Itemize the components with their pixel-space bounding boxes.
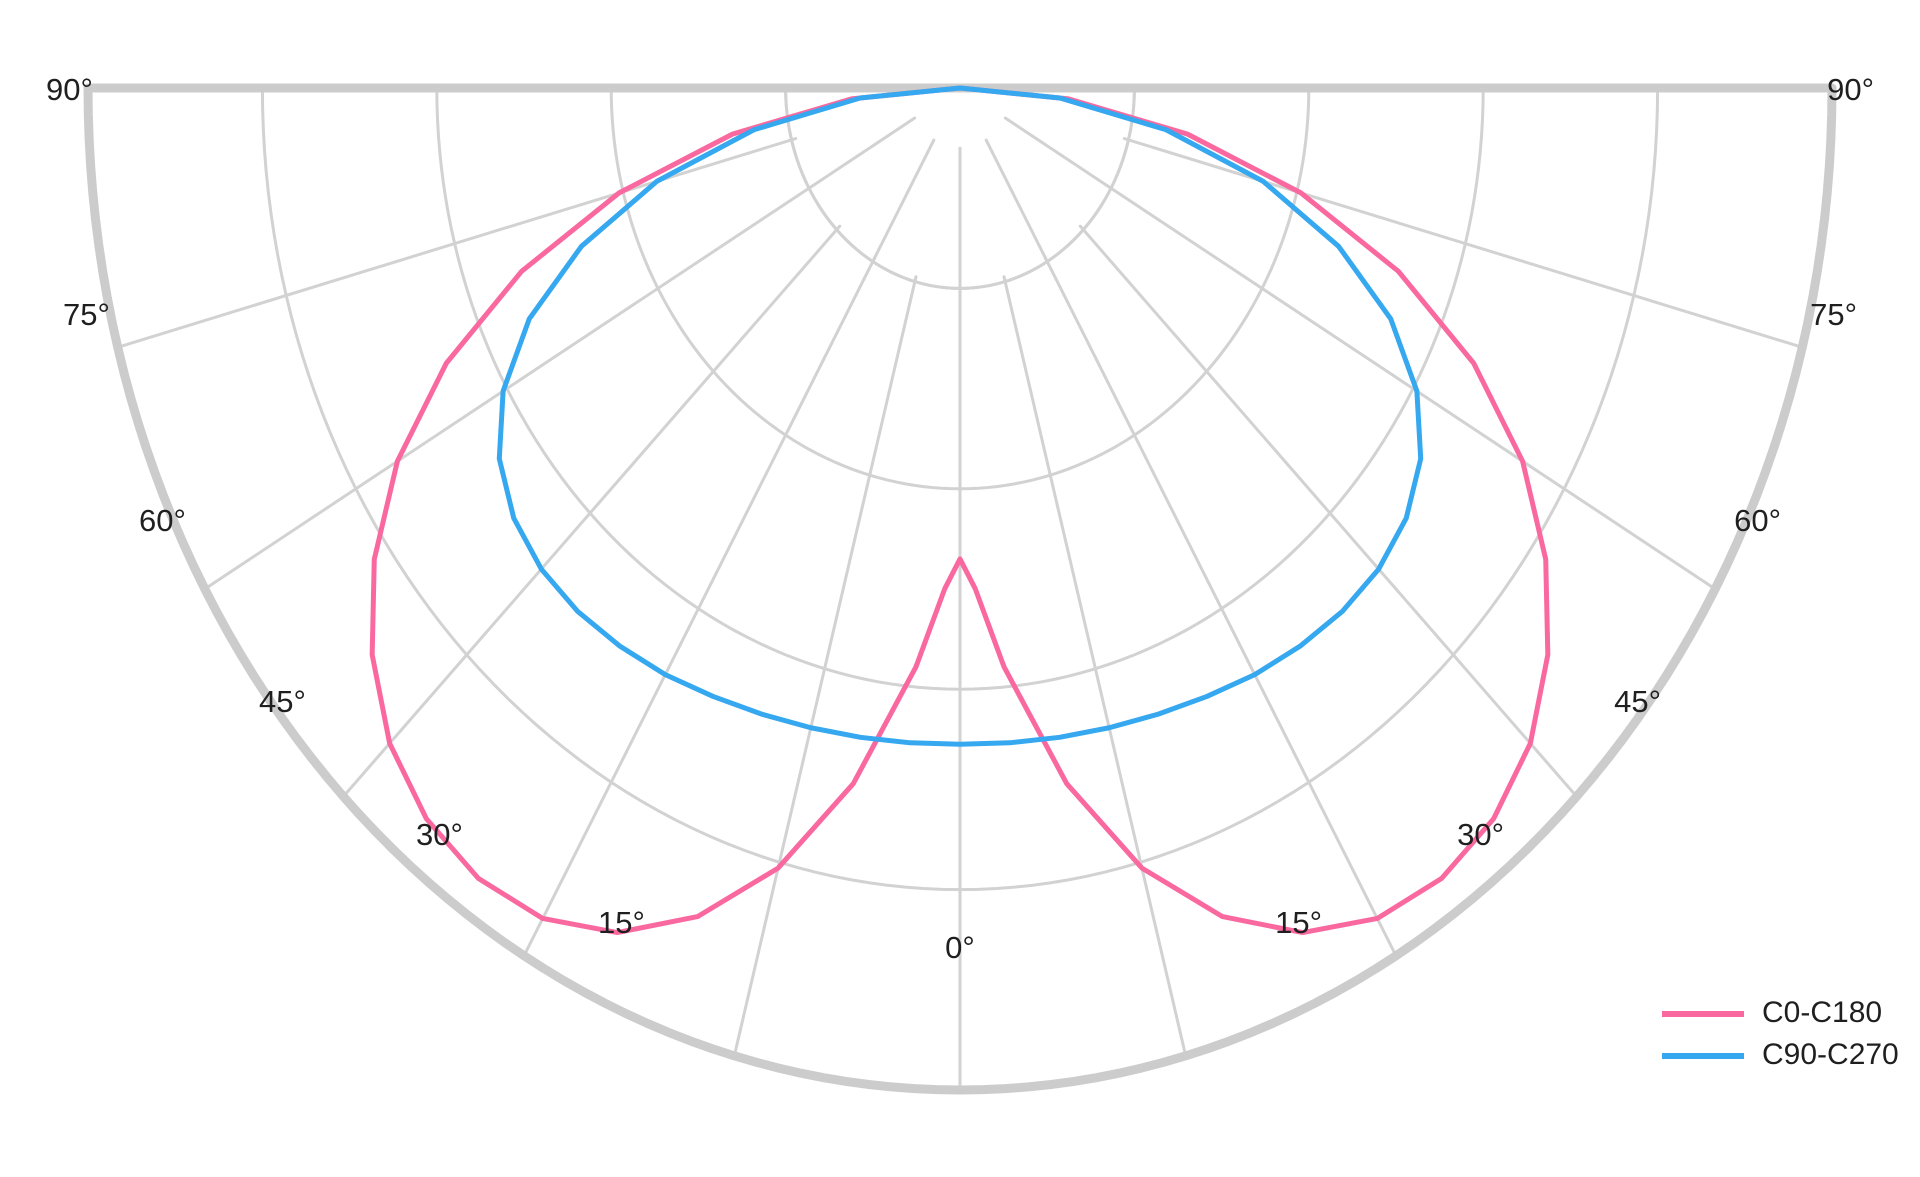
axis-tick-labels: 90° 75° 60° 45° 30° 15° 90° 75° 60° 45° 30° 15° 0° [46,72,1874,965]
polar-grid [83,83,1837,1095]
grid-spoke-15 [1002,275,1188,1058]
axis-label-left-2: 60° [139,503,186,538]
axis-label-right-2: 60° [1734,503,1781,538]
grid-spoke--15 [732,275,918,1058]
legend-label-0[interactable]: C0-C180 [1762,996,1882,1029]
grid-inner-spoke-60 [1003,116,1113,190]
grid-ring-1 [609,86,1311,491]
axis-label-left-5: 15° [598,905,645,940]
grid-spoke--75 [116,137,798,349]
axis-label-left-4: 30° [416,817,463,852]
grid-spoke-60 [1105,184,1717,591]
axis-label-right-3: 45° [1614,684,1661,719]
axis-label-right-0: 90° [1827,72,1874,107]
axis-label-left-1: 75° [63,297,110,332]
series-curve-c0-c180 [369,85,1551,936]
chart-legend: C0-C180 C90-C270 [1662,996,1899,1071]
grid-ring-3 [260,86,1660,892]
grid-inner-spoke--30 [871,138,936,264]
grid-ring-center [784,86,1136,290]
grid-spoke-45 [1078,224,1579,799]
grid-spoke-75 [1122,137,1804,349]
grid-ring-2 [435,86,1485,691]
axis-label-right-4: 30° [1457,817,1504,852]
legend-label-1[interactable]: C90-C270 [1762,1038,1899,1071]
axis-label-right-5: 15° [1275,905,1322,940]
grid-inner-spoke--60 [807,116,917,190]
axis-label-right-1: 75° [1810,297,1857,332]
series-curves [369,85,1551,936]
grid-ring-4 [83,83,1837,1095]
series-curve-c90-c270 [496,85,1424,747]
grid-spoke--60 [203,184,815,591]
grid-spoke--30 [522,255,877,958]
grid-spoke-30 [1043,255,1398,958]
grid-spoke--45 [341,224,842,799]
axis-label-center-0: 0° [945,930,975,965]
grid-inner-spoke-30 [984,138,1049,264]
axis-label-left-3: 45° [259,684,306,719]
axis-label-left-0: 90° [46,72,93,107]
